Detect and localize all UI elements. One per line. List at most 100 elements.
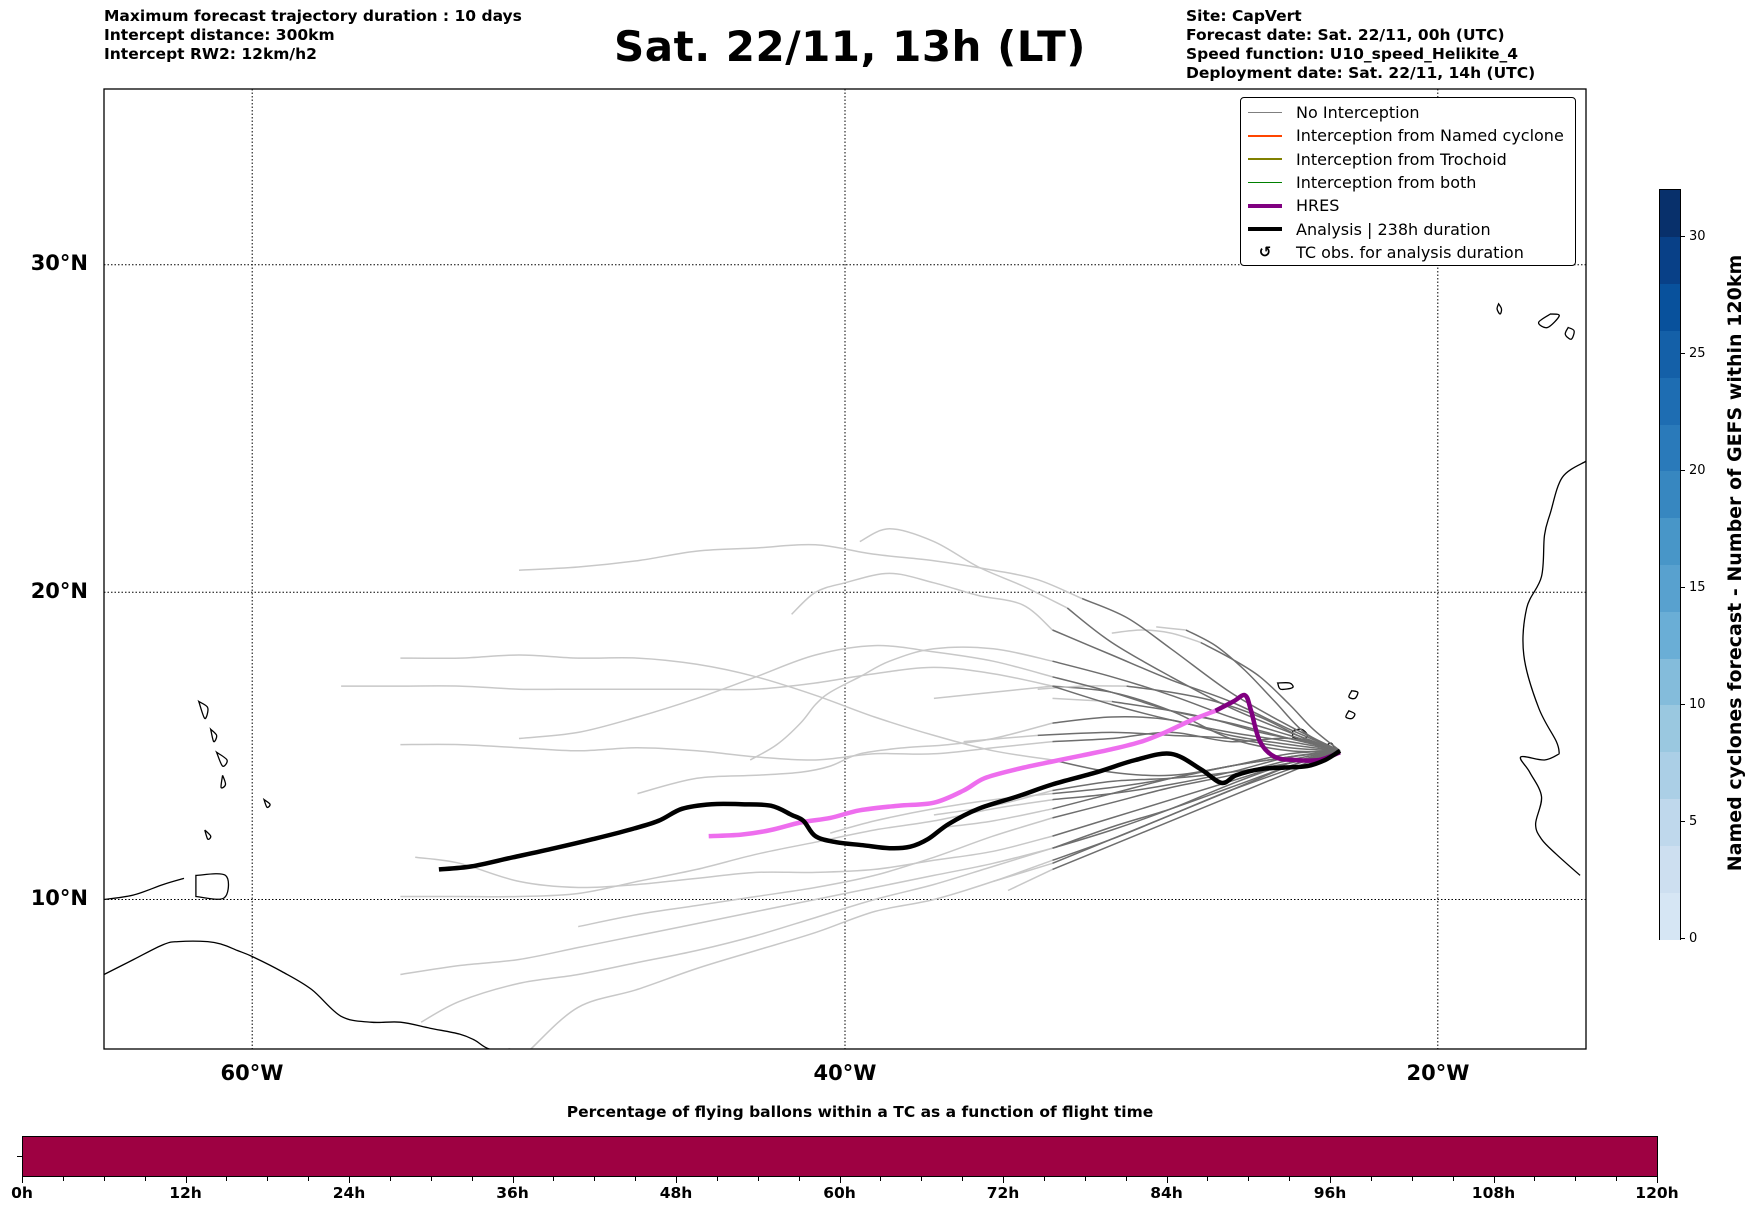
colorbar-band — [1660, 611, 1680, 659]
site-text: Site: CapVert — [1186, 7, 1302, 25]
flight-time-tick-label: 12h — [169, 1184, 202, 1202]
flight-time-minor-tick — [430, 1177, 432, 1181]
trajectory-line-old — [400, 847, 1053, 976]
trajectory-line-old — [945, 808, 1053, 828]
colorbar-label: Named cyclones forecast - Number of GEFS… — [1724, 254, 1746, 872]
coastline — [104, 877, 185, 901]
legend-label: Interception from Named cyclone — [1296, 126, 1564, 146]
trajectory-line-old — [341, 666, 1053, 691]
flight-time-major-tick — [1657, 1177, 1658, 1183]
colorbar-tick-label: 20 — [1689, 462, 1706, 478]
colorbar-tick — [1680, 820, 1685, 822]
flight-time-minor-tick — [1452, 1177, 1454, 1181]
colorbar-band — [1660, 377, 1680, 425]
flight-time-minor-tick — [1084, 1177, 1086, 1181]
legend-label: TC obs. for analysis duration — [1296, 242, 1524, 262]
flight-time-colorbar-title: Percentage of flying ballons within a TC… — [566, 1103, 1154, 1121]
legend-item-tc-obs: ↺ TC obs. for analysis duration — [1241, 241, 1575, 264]
flight-time-minor-tick — [103, 1177, 105, 1181]
colorbar-tick-label: 5 — [1689, 813, 1698, 829]
flight-time-major-tick — [1493, 1177, 1495, 1183]
cyclone-symbol-icon: ↺ — [1258, 242, 1272, 261]
colorbar-tick-label: 25 — [1689, 345, 1706, 361]
coastline — [1522, 460, 1586, 754]
flight-time-major-tick — [1166, 1177, 1168, 1183]
ensemble-trajectories — [341, 528, 1341, 1049]
legend-item-analysis: Analysis | 238h duration — [1241, 217, 1575, 240]
flight-time-minor-tick — [921, 1177, 923, 1181]
colorbar-band — [1660, 704, 1680, 753]
flight-time-tick-label: 0h — [11, 1184, 33, 1202]
flight-time-minor-tick — [880, 1177, 882, 1181]
flight-time-minor-tick — [594, 1177, 596, 1181]
island — [1496, 302, 1503, 315]
colorbar-tick-label: 0 — [1689, 931, 1698, 946]
trajectory-line-recent — [1200, 641, 1341, 752]
trajectory-line-recent — [1052, 750, 1341, 849]
island — [195, 873, 230, 900]
legend-item-trochoid: Interception from Trochoid — [1241, 148, 1575, 171]
trajectory-line-old — [1037, 685, 1127, 690]
trajectory-line-old — [415, 835, 1053, 889]
trajectory-line-recent — [1052, 716, 1341, 752]
island — [220, 775, 227, 789]
flight-time-tick-label: 120h — [1635, 1184, 1679, 1202]
flight-time-major-tick — [676, 1177, 677, 1183]
colorbar-tick — [1680, 352, 1685, 354]
island — [1276, 681, 1294, 691]
colorbar-tick — [1680, 938, 1685, 939]
legend-swatch — [1248, 203, 1282, 209]
colorbar-band — [1660, 236, 1680, 285]
island — [1348, 689, 1359, 700]
flight-time-minor-tick — [716, 1177, 718, 1181]
flight-time-minor-tick — [389, 1177, 391, 1181]
legend-label: Interception from Trochoid — [1296, 149, 1507, 169]
island — [197, 699, 209, 720]
trajectory-line-old — [400, 740, 1053, 761]
trajectory-line-old — [791, 572, 1053, 631]
colorbar-band — [1660, 892, 1680, 940]
flight-time-major-tick — [22, 1177, 23, 1183]
flight-time-minor-tick — [1575, 1177, 1577, 1181]
flight-time-tick-label: 84h — [1150, 1184, 1183, 1202]
island — [1537, 313, 1560, 329]
legend-swatch — [1248, 111, 1282, 114]
trajectory-line-old — [933, 685, 1053, 700]
flight-time-minor-tick — [1370, 1177, 1372, 1181]
analysis-trajectory — [438, 748, 1342, 872]
lat-label-20: 20°N — [30, 579, 88, 603]
flight-time-minor-tick — [553, 1177, 555, 1181]
trajectory-line-old — [637, 722, 1053, 795]
island — [1564, 326, 1575, 340]
coastline — [104, 940, 511, 1049]
trajectory-line-old — [400, 798, 1053, 898]
colorbar-y-tick — [17, 1156, 22, 1157]
colorbar-tick — [1680, 703, 1685, 705]
colorbar-band — [1660, 658, 1680, 706]
trajectory-line-old — [749, 646, 1053, 761]
flight-time-major-tick — [185, 1177, 187, 1183]
legend-label: Analysis | 238h duration — [1296, 219, 1491, 239]
flight-time-minor-tick — [1289, 1177, 1291, 1181]
trajectory-line-old — [963, 734, 1038, 743]
flight-time-tick-label: 48h — [659, 1184, 693, 1202]
flight-time-minor-tick — [144, 1177, 146, 1181]
flight-time-colorbar-fill — [23, 1137, 1657, 1176]
flight-time-minor-tick — [1616, 1177, 1618, 1181]
trajectory-line-recent — [1052, 660, 1341, 752]
flight-time-minor-tick — [798, 1177, 800, 1181]
flight-time-tick-label: 96h — [1313, 1184, 1347, 1202]
intercept-rw2-text: Intercept RW2: 12km/h2 — [104, 45, 317, 63]
hres-trajectory-old — [708, 708, 1217, 839]
flight-time-minor-tick — [962, 1177, 964, 1181]
legend-label: Interception from both — [1296, 173, 1477, 193]
legend-swatch — [1248, 158, 1282, 160]
trajectory-line-old — [578, 817, 1053, 928]
named-cyclones-colorbar — [1659, 189, 1681, 940]
lon-label-60w: 60°W — [220, 1061, 284, 1085]
flight-time-major-tick — [1003, 1177, 1004, 1183]
forecast-date-text: Forecast date: Sat. 22/11, 00h (UTC) — [1186, 26, 1505, 44]
flight-time-minor-tick — [1207, 1177, 1209, 1181]
trajectory-line-old — [420, 847, 1053, 1023]
